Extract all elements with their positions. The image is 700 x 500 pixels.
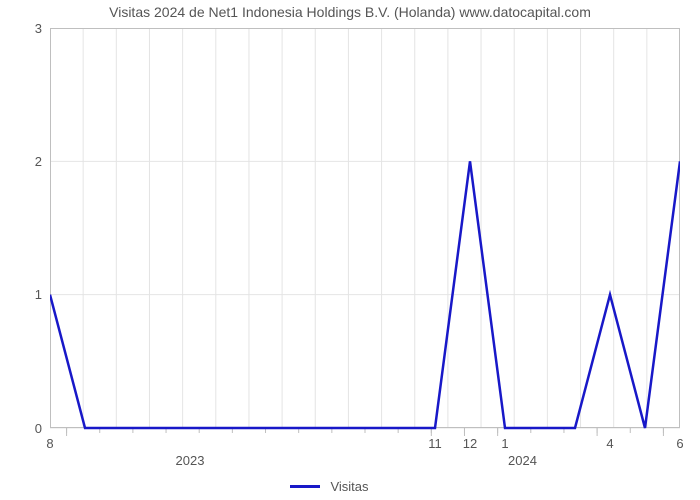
chart-container: Visitas 2024 de Net1 Indonesia Holdings … [0, 0, 700, 500]
x-tick-label: 6 [676, 436, 683, 451]
legend-swatch [290, 485, 320, 488]
x-tick-label: 4 [606, 436, 613, 451]
chart-title: Visitas 2024 de Net1 Indonesia Holdings … [0, 4, 700, 20]
legend: Visitas [290, 478, 369, 496]
x-tick-label: 11 [428, 436, 442, 451]
x-group-label: 2023 [176, 453, 205, 468]
legend-label: Visitas [330, 479, 368, 494]
y-tick-label: 1 [35, 287, 42, 302]
x-tick-label: 1 [501, 436, 508, 451]
x-group-label: 2024 [508, 453, 537, 468]
x-tick-label: 8 [46, 436, 53, 451]
plot-area [50, 28, 680, 448]
y-tick-label: 0 [35, 421, 42, 436]
y-tick-label: 2 [35, 154, 42, 169]
x-tick-label: 12 [463, 436, 477, 451]
y-tick-label: 3 [35, 21, 42, 36]
